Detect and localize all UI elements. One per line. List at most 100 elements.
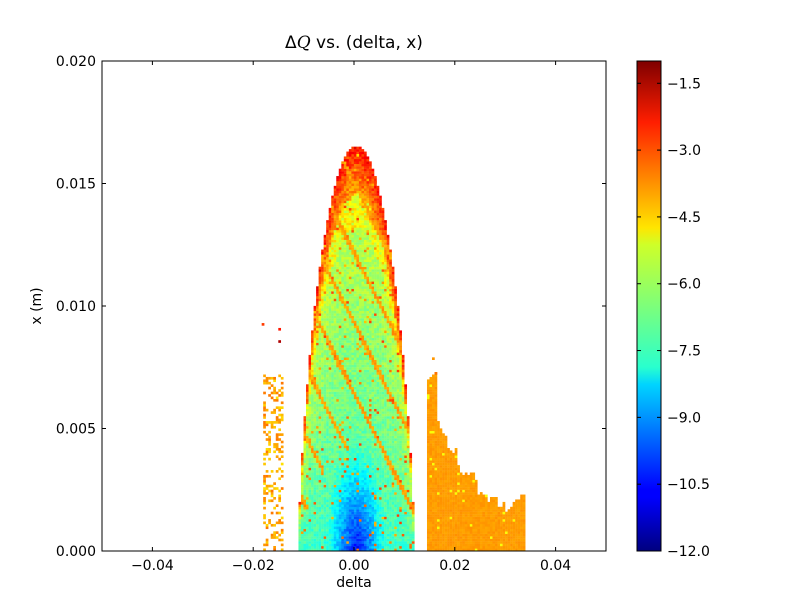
heatmap-cell xyxy=(346,516,350,520)
heatmap-cell xyxy=(374,335,377,338)
heatmap-cell xyxy=(326,394,329,397)
heatmap-cell xyxy=(311,394,314,397)
heatmap-cell xyxy=(321,523,324,527)
heatmap-cell xyxy=(379,320,382,324)
heatmap-cell xyxy=(363,452,367,456)
heatmap-cell xyxy=(386,479,390,483)
heatmap-cell xyxy=(376,472,380,476)
heatmap-cell xyxy=(363,242,367,245)
heatmap-cell xyxy=(343,288,347,292)
heatmap-cell xyxy=(358,433,362,436)
heatmap-cell xyxy=(316,364,319,368)
heatmap-cell xyxy=(374,325,377,329)
heatmap-cell xyxy=(361,501,365,505)
heatmap-cell xyxy=(389,472,392,476)
heatmap-cell xyxy=(351,543,355,547)
heatmap-cell xyxy=(308,372,312,375)
heatmap-cell xyxy=(348,492,352,495)
heatmap-cell xyxy=(376,286,380,289)
heatmap-cell xyxy=(321,313,324,316)
heatmap-cell xyxy=(346,541,350,544)
heatmap-cell xyxy=(331,546,334,549)
heatmap-cell xyxy=(371,293,375,297)
heatmap-cell xyxy=(381,416,385,419)
heatmap-cell xyxy=(346,217,350,221)
heatmap-cell xyxy=(333,497,337,500)
heatmap-cell xyxy=(308,533,312,537)
heatmap-cell xyxy=(358,487,362,490)
heatmap-cell xyxy=(379,546,382,549)
heatmap-cell xyxy=(369,455,372,458)
heatmap-cell xyxy=(346,499,350,503)
heatmap-cell xyxy=(386,457,390,461)
heatmap-cell xyxy=(313,364,317,368)
heatmap-cell xyxy=(371,450,375,454)
heatmap-cell xyxy=(311,494,314,498)
heatmap-cell xyxy=(343,359,347,363)
heatmap-cell xyxy=(323,271,327,275)
heatmap-cell xyxy=(374,546,377,549)
heatmap-cell xyxy=(336,276,339,280)
heatmap-cell xyxy=(321,266,324,270)
heatmap-cell xyxy=(381,536,385,539)
heatmap-cell xyxy=(371,514,375,517)
heatmap-cell xyxy=(389,296,392,299)
heatmap-cell xyxy=(353,504,357,507)
heatmap-cell xyxy=(361,269,365,272)
heatmap-cell xyxy=(308,504,312,507)
heatmap-cell xyxy=(356,266,360,270)
heatmap-cell xyxy=(338,352,342,356)
heatmap-cell xyxy=(351,416,355,419)
heatmap-cell xyxy=(313,526,317,530)
heatmap-cell xyxy=(381,278,385,282)
heatmap-cell xyxy=(326,222,329,226)
heatmap-cell xyxy=(356,207,360,211)
heatmap-cell xyxy=(341,205,345,209)
heatmap-cell xyxy=(333,433,337,436)
heatmap-cell xyxy=(374,430,377,434)
heatmap-cell xyxy=(366,266,370,270)
heatmap-cell xyxy=(376,320,380,324)
heatmap-cell xyxy=(341,526,345,530)
heatmap-cell xyxy=(341,487,345,490)
heatmap-cell xyxy=(386,359,390,363)
heatmap-cell xyxy=(353,511,357,515)
heatmap-cell xyxy=(308,399,312,402)
heatmap-cell xyxy=(338,403,342,407)
heatmap-cell xyxy=(346,443,350,446)
heatmap-cell xyxy=(308,354,312,358)
heatmap-cell xyxy=(351,320,355,324)
heatmap-cell xyxy=(371,212,375,216)
heatmap-cell xyxy=(316,369,319,373)
heatmap-cell xyxy=(348,318,352,321)
heatmap-cell xyxy=(311,506,314,510)
heatmap-cell xyxy=(391,504,395,507)
heatmap-cell xyxy=(381,428,385,432)
heatmap-cell xyxy=(343,188,347,191)
heatmap-cell xyxy=(379,232,382,236)
heatmap-cell xyxy=(358,391,362,395)
heatmap-cell xyxy=(356,149,360,152)
heatmap-cell xyxy=(358,342,362,346)
heatmap-cell xyxy=(351,396,355,400)
heatmap-cell xyxy=(381,435,385,439)
heatmap-cell xyxy=(323,519,327,522)
heatmap-cell xyxy=(338,374,342,378)
heatmap-cell xyxy=(348,244,352,248)
heatmap-cell xyxy=(376,291,380,294)
heatmap-cell xyxy=(386,372,390,375)
heatmap-cell xyxy=(379,514,382,517)
heatmap-cell xyxy=(336,266,339,270)
heatmap-cell xyxy=(333,391,337,395)
heatmap-cell xyxy=(369,161,372,164)
heatmap-cell xyxy=(323,482,327,485)
heatmap-cell xyxy=(371,332,375,336)
heatmap-cell xyxy=(321,509,324,512)
heatmap-cell xyxy=(341,278,345,282)
heatmap-cell xyxy=(351,399,355,402)
heatmap-cell xyxy=(356,482,360,485)
heatmap-cell xyxy=(351,298,355,302)
heatmap-cell xyxy=(361,229,365,233)
heatmap-cell xyxy=(333,354,337,358)
heatmap-cell xyxy=(353,315,357,319)
